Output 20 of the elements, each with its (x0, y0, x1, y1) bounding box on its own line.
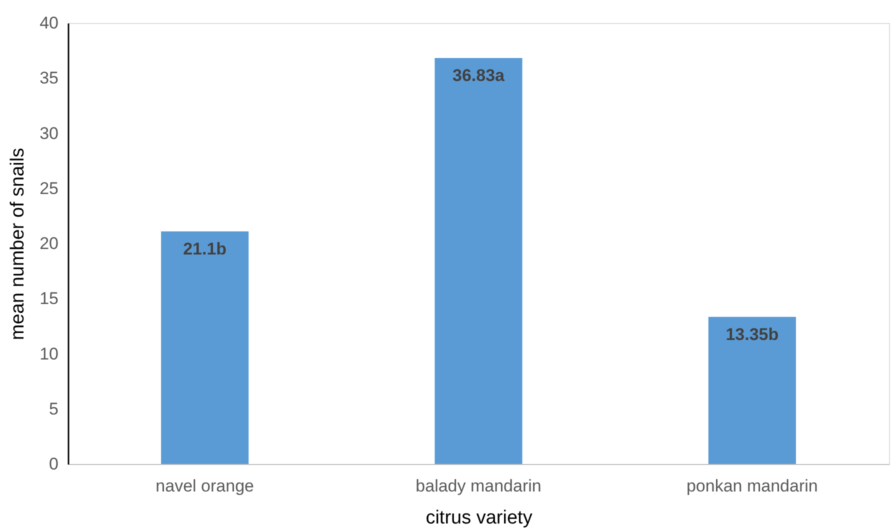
y-tick-label: 20 (40, 234, 58, 253)
y-tick-label: 15 (40, 289, 58, 308)
y-axis-title: mean number of snails (8, 148, 29, 340)
bar (434, 58, 522, 464)
y-tick-label: 35 (40, 68, 58, 88)
bar (161, 231, 249, 464)
x-tick-label: ponkan mandarin (686, 476, 818, 496)
y-tick-label: 5 (49, 399, 58, 418)
y-tick-label: 30 (40, 124, 58, 143)
y-tick-label: 40 (40, 14, 58, 32)
data-label: 36.83a (452, 66, 506, 85)
y-tick-label: 10 (40, 344, 58, 364)
x-axis-title: citrus variety (426, 508, 533, 528)
data-label: 21.1b (183, 239, 227, 258)
y-tick-label: 25 (40, 178, 58, 198)
y-tick-label: 0 (49, 454, 58, 474)
x-tick-label: navel orange (156, 476, 254, 496)
bar (708, 316, 796, 464)
x-tick-label: balady mandarin (416, 476, 542, 496)
data-label: 13.35b (726, 324, 779, 344)
